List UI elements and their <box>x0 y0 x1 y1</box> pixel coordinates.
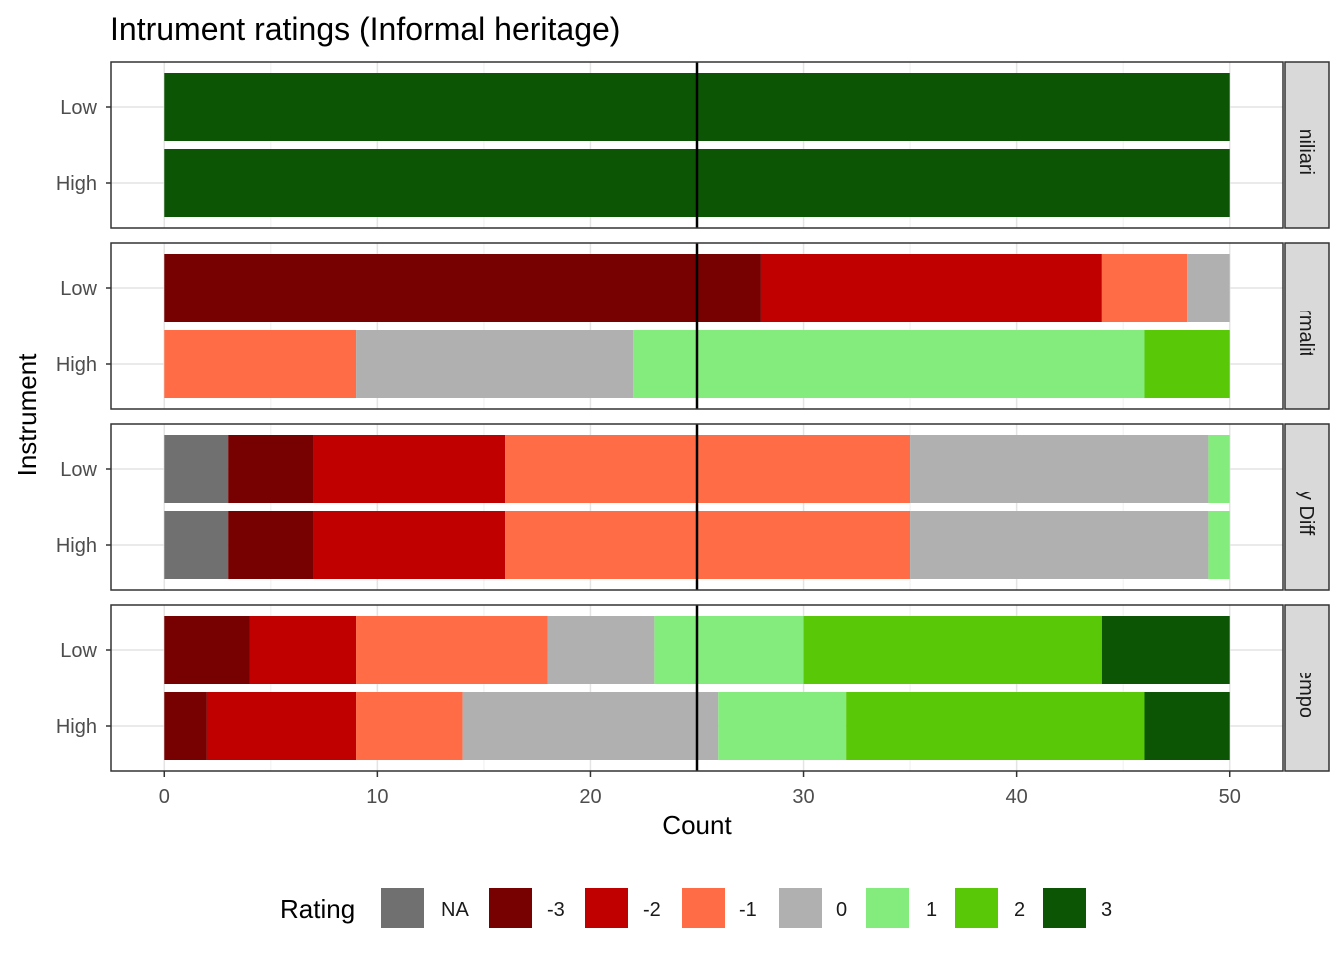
facet-panels: Low High Familiarity Low High Formality Low Hig… <box>56 61 1330 772</box>
bar-segment-formality-high-rating-0 <box>356 330 634 398</box>
bar-segment-formality-low-rating--3 <box>164 254 761 322</box>
legend-label: -1 <box>739 899 757 921</box>
facet-strip-label: Familiarity <box>1295 99 1317 190</box>
x-tick-label: 20 <box>579 786 601 808</box>
legend-label: 0 <box>836 899 847 921</box>
legend-key--2 <box>585 888 628 928</box>
y-tick-label: High <box>56 354 97 376</box>
bar-segment-tempo-high-rating--1 <box>356 692 463 760</box>
facet-strip-label: Tempo <box>1295 658 1317 718</box>
y-tick-label: Low <box>60 640 97 662</box>
bar-segment-formality-difference-low-rating--2 <box>313 435 506 503</box>
y-tick-label: Low <box>60 459 97 481</box>
bar-segment-tempo-low-rating--2 <box>249 616 357 684</box>
panel-border <box>110 604 1284 772</box>
legend-label: 2 <box>1014 899 1025 921</box>
bar-segment-formality-difference-high-rating-NA <box>164 511 229 579</box>
legend-key--3 <box>489 888 532 928</box>
facet-strip <box>1284 242 1330 410</box>
panel-formality: Low High Formality <box>56 242 1330 410</box>
y-axis-title: Instrument <box>12 353 42 477</box>
bar-segment-tempo-high-rating--3 <box>164 692 207 760</box>
panel-tempo: Low High Tempo <box>56 604 1330 772</box>
bar-segment-formality-difference-low-rating-1 <box>1208 435 1230 503</box>
x-tick-label: 10 <box>366 786 388 808</box>
x-tick-label: 0 <box>159 786 170 808</box>
legend-label: 3 <box>1101 899 1112 921</box>
bar-segment-formality-difference-low-rating--3 <box>228 435 314 503</box>
facet-strip <box>1284 61 1330 229</box>
panel-familiarity: Low High Familiarity <box>56 61 1330 229</box>
bar-segment-formality-difference-high-rating--1 <box>505 511 911 579</box>
bar-segment-tempo-low-rating-2 <box>803 616 1102 684</box>
facet-strip-label: Formality <box>1295 285 1317 367</box>
bar-segment-formality-difference-low-rating-NA <box>164 435 229 503</box>
facet-strip <box>1284 423 1330 591</box>
legend-key-3 <box>1043 888 1086 928</box>
facet-strip-label: Formality Difference <box>1295 418 1317 597</box>
legend-label: NA <box>441 899 469 921</box>
bar-segment-formality-difference-high-rating-1 <box>1208 511 1230 579</box>
legend: Rating NA -3 -2 -1 0 1 2 3 <box>280 888 1112 928</box>
legend-key-NA <box>381 888 424 928</box>
legend-label: -2 <box>643 899 661 921</box>
legend-label: 1 <box>926 899 937 921</box>
bar-segment-formality-high-rating-2 <box>1144 330 1230 398</box>
legend-title: Rating <box>280 894 355 924</box>
legend-key--1 <box>682 888 725 928</box>
bar-segment-formality-difference-low-rating-0 <box>910 435 1209 503</box>
bar-segment-formality-low-rating--1 <box>1101 254 1188 322</box>
bar-segment-tempo-low-rating-3 <box>1101 616 1230 684</box>
y-tick-label: High <box>56 535 97 557</box>
x-axis: 0 10 20 30 40 50 <box>159 771 1241 808</box>
bar-segment-formality-low-rating--2 <box>760 254 1102 322</box>
bar-segment-tempo-low-rating--3 <box>164 616 250 684</box>
bar-segment-formality-difference-high-rating-0 <box>910 511 1209 579</box>
bar-segment-tempo-high-rating-0 <box>462 692 719 760</box>
panel-border <box>110 242 1284 410</box>
chart-title: Intrument ratings (Informal heritage) <box>110 11 620 47</box>
y-tick-label: Low <box>60 97 97 119</box>
panel-border <box>110 423 1284 591</box>
panel-border <box>110 61 1284 229</box>
bar-segment-formality-high-rating--1 <box>164 330 357 398</box>
bar-segment-formality-low-rating-0 <box>1187 254 1230 322</box>
legend-key-1 <box>866 888 909 928</box>
legend-key-0 <box>779 888 822 928</box>
bar-segment-tempo-low-rating--1 <box>356 616 548 684</box>
bar-segment-formality-difference-high-rating--3 <box>228 511 314 579</box>
y-tick-label: High <box>56 173 97 195</box>
bar-segment-tempo-low-rating-0 <box>547 616 655 684</box>
legend-label: -3 <box>547 899 565 921</box>
legend-key-2 <box>955 888 998 928</box>
y-tick-label: High <box>56 716 97 738</box>
bar-segment-tempo-high-rating-2 <box>846 692 1145 760</box>
bar-segment-tempo-high-rating-1 <box>718 692 847 760</box>
bar-segment-tempo-low-rating-1 <box>654 616 804 684</box>
x-tick-label: 30 <box>792 786 814 808</box>
facet-strip <box>1284 604 1330 772</box>
bar-segment-formality-high-rating-1 <box>633 330 1145 398</box>
x-tick-label: 50 <box>1219 786 1241 808</box>
x-tick-label: 40 <box>1006 786 1028 808</box>
bar-segment-formality-difference-high-rating--2 <box>313 511 506 579</box>
bar-segment-tempo-high-rating-3 <box>1144 692 1230 760</box>
bar-segment-formality-difference-low-rating--1 <box>505 435 911 503</box>
bar-segment-tempo-high-rating--2 <box>206 692 357 760</box>
x-axis-title: Count <box>662 810 732 840</box>
panel-formality-difference: Low High Formality Difference <box>56 418 1330 597</box>
y-tick-label: Low <box>60 278 97 300</box>
